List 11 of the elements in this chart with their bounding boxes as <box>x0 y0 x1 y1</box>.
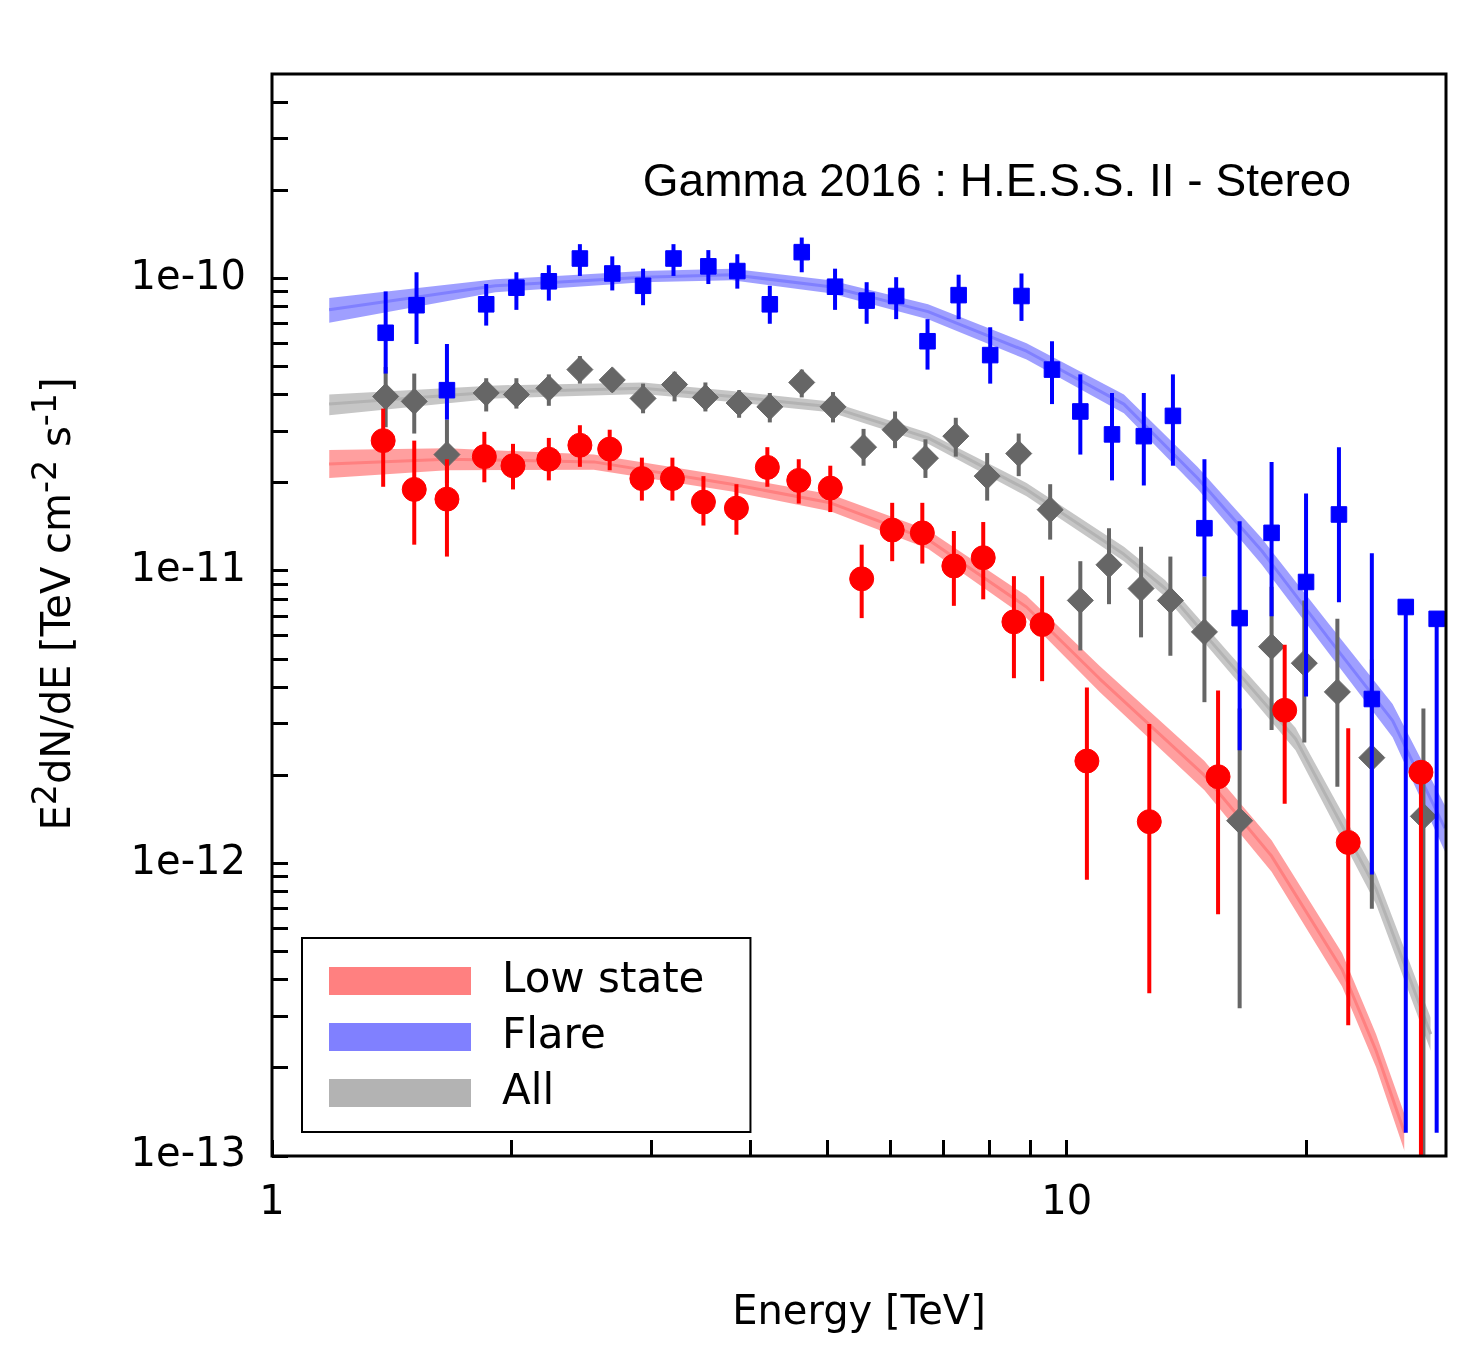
annotation: Gamma 2016 : H.E.S.S. II - Stereo <box>642 154 1351 206</box>
y-tick-label: 1e-12 <box>130 836 246 883</box>
x-tick-label: 1 <box>259 1177 285 1224</box>
y-tick-label: 1e-13 <box>130 1129 246 1176</box>
x-tick-label: 10 <box>1041 1177 1093 1224</box>
legend-label: All <box>502 1064 555 1114</box>
y-tick-label: 1e-11 <box>130 544 246 591</box>
x-axis-title: Energy [TeV] <box>732 1287 986 1334</box>
y-tick-label: 1e-10 <box>130 251 246 298</box>
legend-label: Low state <box>502 952 705 1002</box>
legend-label: Flare <box>502 1008 606 1058</box>
